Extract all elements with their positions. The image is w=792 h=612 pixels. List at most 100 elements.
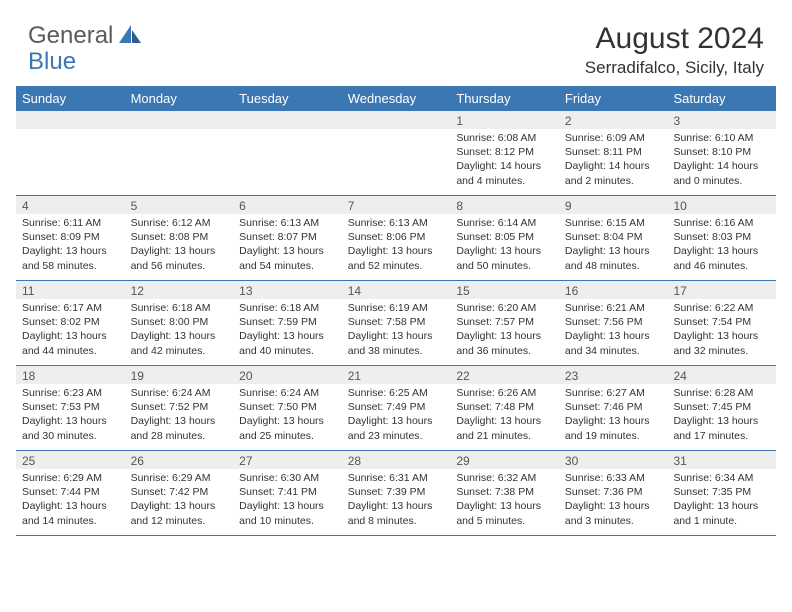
day-number <box>16 111 125 129</box>
calendar-day-cell: 12Sunrise: 6:18 AMSunset: 8:00 PMDayligh… <box>125 281 234 365</box>
day-details: Sunrise: 6:19 AMSunset: 7:58 PMDaylight:… <box>342 299 451 364</box>
sunset-text: Sunset: 7:53 PM <box>22 400 119 414</box>
daylight-text: Daylight: 13 hours and 36 minutes. <box>456 329 553 357</box>
day-number: 22 <box>450 366 559 384</box>
day-details: Sunrise: 6:24 AMSunset: 7:52 PMDaylight:… <box>125 384 234 449</box>
sunrise-text: Sunrise: 6:26 AM <box>456 386 553 400</box>
calendar-day-cell <box>125 111 234 195</box>
day-details: Sunrise: 6:12 AMSunset: 8:08 PMDaylight:… <box>125 214 234 279</box>
calendar-day-cell: 10Sunrise: 6:16 AMSunset: 8:03 PMDayligh… <box>667 196 776 280</box>
day-details: Sunrise: 6:23 AMSunset: 7:53 PMDaylight:… <box>16 384 125 449</box>
daylight-text: Daylight: 13 hours and 19 minutes. <box>565 414 662 442</box>
calendar-day-cell: 1Sunrise: 6:08 AMSunset: 8:12 PMDaylight… <box>450 111 559 195</box>
calendar-week-row: 1Sunrise: 6:08 AMSunset: 8:12 PMDaylight… <box>16 111 776 196</box>
day-number: 30 <box>559 451 668 469</box>
day-details: Sunrise: 6:09 AMSunset: 8:11 PMDaylight:… <box>559 129 668 194</box>
sunrise-text: Sunrise: 6:31 AM <box>348 471 445 485</box>
logo-word-general: General <box>28 22 113 50</box>
sunset-text: Sunset: 7:59 PM <box>239 315 336 329</box>
day-details: Sunrise: 6:31 AMSunset: 7:39 PMDaylight:… <box>342 469 451 534</box>
sunset-text: Sunset: 8:04 PM <box>565 230 662 244</box>
day-details: Sunrise: 6:22 AMSunset: 7:54 PMDaylight:… <box>667 299 776 364</box>
day-number: 27 <box>233 451 342 469</box>
sunset-text: Sunset: 7:42 PM <box>131 485 228 499</box>
day-number: 9 <box>559 196 668 214</box>
daylight-text: Daylight: 13 hours and 25 minutes. <box>239 414 336 442</box>
sunrise-text: Sunrise: 6:13 AM <box>348 216 445 230</box>
day-number: 1 <box>450 111 559 129</box>
day-number: 19 <box>125 366 234 384</box>
calendar-day-cell: 18Sunrise: 6:23 AMSunset: 7:53 PMDayligh… <box>16 366 125 450</box>
calendar-day-cell: 31Sunrise: 6:34 AMSunset: 7:35 PMDayligh… <box>667 451 776 535</box>
daylight-text: Daylight: 13 hours and 1 minute. <box>673 499 770 527</box>
sunset-text: Sunset: 7:57 PM <box>456 315 553 329</box>
calendar-grid: Sunday Monday Tuesday Wednesday Thursday… <box>16 86 776 536</box>
daylight-text: Daylight: 13 hours and 12 minutes. <box>131 499 228 527</box>
day-number <box>125 111 234 129</box>
sunrise-text: Sunrise: 6:25 AM <box>348 386 445 400</box>
calendar-day-cell: 5Sunrise: 6:12 AMSunset: 8:08 PMDaylight… <box>125 196 234 280</box>
sunrise-text: Sunrise: 6:20 AM <box>456 301 553 315</box>
sunset-text: Sunset: 7:36 PM <box>565 485 662 499</box>
day-details: Sunrise: 6:17 AMSunset: 8:02 PMDaylight:… <box>16 299 125 364</box>
daylight-text: Daylight: 13 hours and 23 minutes. <box>348 414 445 442</box>
day-details: Sunrise: 6:32 AMSunset: 7:38 PMDaylight:… <box>450 469 559 534</box>
calendar-day-cell: 6Sunrise: 6:13 AMSunset: 8:07 PMDaylight… <box>233 196 342 280</box>
daylight-text: Daylight: 13 hours and 46 minutes. <box>673 244 770 272</box>
calendar-day-cell: 26Sunrise: 6:29 AMSunset: 7:42 PMDayligh… <box>125 451 234 535</box>
calendar-day-cell <box>342 111 451 195</box>
day-details: Sunrise: 6:16 AMSunset: 8:03 PMDaylight:… <box>667 214 776 279</box>
day-number: 15 <box>450 281 559 299</box>
daylight-text: Daylight: 13 hours and 44 minutes. <box>22 329 119 357</box>
day-number: 13 <box>233 281 342 299</box>
sunset-text: Sunset: 7:39 PM <box>348 485 445 499</box>
day-details: Sunrise: 6:18 AMSunset: 8:00 PMDaylight:… <box>125 299 234 364</box>
logo-sail-icon <box>117 23 143 50</box>
sunrise-text: Sunrise: 6:15 AM <box>565 216 662 230</box>
location-label: Serradifalco, Sicily, Italy <box>585 58 764 78</box>
day-number: 17 <box>667 281 776 299</box>
day-number: 25 <box>16 451 125 469</box>
sunset-text: Sunset: 7:49 PM <box>348 400 445 414</box>
sunrise-text: Sunrise: 6:32 AM <box>456 471 553 485</box>
calendar-day-cell: 14Sunrise: 6:19 AMSunset: 7:58 PMDayligh… <box>342 281 451 365</box>
logo: General <box>28 22 145 50</box>
sunrise-text: Sunrise: 6:11 AM <box>22 216 119 230</box>
daylight-text: Daylight: 13 hours and 14 minutes. <box>22 499 119 527</box>
calendar-day-cell: 3Sunrise: 6:10 AMSunset: 8:10 PMDaylight… <box>667 111 776 195</box>
day-details: Sunrise: 6:08 AMSunset: 8:12 PMDaylight:… <box>450 129 559 194</box>
sunrise-text: Sunrise: 6:30 AM <box>239 471 336 485</box>
day-details: Sunrise: 6:20 AMSunset: 7:57 PMDaylight:… <box>450 299 559 364</box>
day-details: Sunrise: 6:34 AMSunset: 7:35 PMDaylight:… <box>667 469 776 534</box>
day-details: Sunrise: 6:18 AMSunset: 7:59 PMDaylight:… <box>233 299 342 364</box>
day-number: 7 <box>342 196 451 214</box>
sunrise-text: Sunrise: 6:24 AM <box>131 386 228 400</box>
day-details: Sunrise: 6:14 AMSunset: 8:05 PMDaylight:… <box>450 214 559 279</box>
daylight-text: Daylight: 13 hours and 3 minutes. <box>565 499 662 527</box>
day-details <box>125 129 234 137</box>
calendar-week-row: 18Sunrise: 6:23 AMSunset: 7:53 PMDayligh… <box>16 366 776 451</box>
day-number: 31 <box>667 451 776 469</box>
sunrise-text: Sunrise: 6:12 AM <box>131 216 228 230</box>
weekday-header: Wednesday <box>342 86 451 111</box>
sunrise-text: Sunrise: 6:28 AM <box>673 386 770 400</box>
day-details: Sunrise: 6:24 AMSunset: 7:50 PMDaylight:… <box>233 384 342 449</box>
day-number: 24 <box>667 366 776 384</box>
sunrise-text: Sunrise: 6:14 AM <box>456 216 553 230</box>
day-number: 4 <box>16 196 125 214</box>
calendar-day-cell: 11Sunrise: 6:17 AMSunset: 8:02 PMDayligh… <box>16 281 125 365</box>
daylight-text: Daylight: 14 hours and 0 minutes. <box>673 159 770 187</box>
sunset-text: Sunset: 8:03 PM <box>673 230 770 244</box>
calendar-day-cell: 30Sunrise: 6:33 AMSunset: 7:36 PMDayligh… <box>559 451 668 535</box>
calendar-day-cell: 29Sunrise: 6:32 AMSunset: 7:38 PMDayligh… <box>450 451 559 535</box>
sunset-text: Sunset: 7:56 PM <box>565 315 662 329</box>
calendar-week-row: 11Sunrise: 6:17 AMSunset: 8:02 PMDayligh… <box>16 281 776 366</box>
day-details: Sunrise: 6:27 AMSunset: 7:46 PMDaylight:… <box>559 384 668 449</box>
day-details: Sunrise: 6:11 AMSunset: 8:09 PMDaylight:… <box>16 214 125 279</box>
daylight-text: Daylight: 13 hours and 21 minutes. <box>456 414 553 442</box>
sunset-text: Sunset: 8:05 PM <box>456 230 553 244</box>
calendar-day-cell: 2Sunrise: 6:09 AMSunset: 8:11 PMDaylight… <box>559 111 668 195</box>
sunrise-text: Sunrise: 6:13 AM <box>239 216 336 230</box>
day-number: 5 <box>125 196 234 214</box>
daylight-text: Daylight: 13 hours and 42 minutes. <box>131 329 228 357</box>
